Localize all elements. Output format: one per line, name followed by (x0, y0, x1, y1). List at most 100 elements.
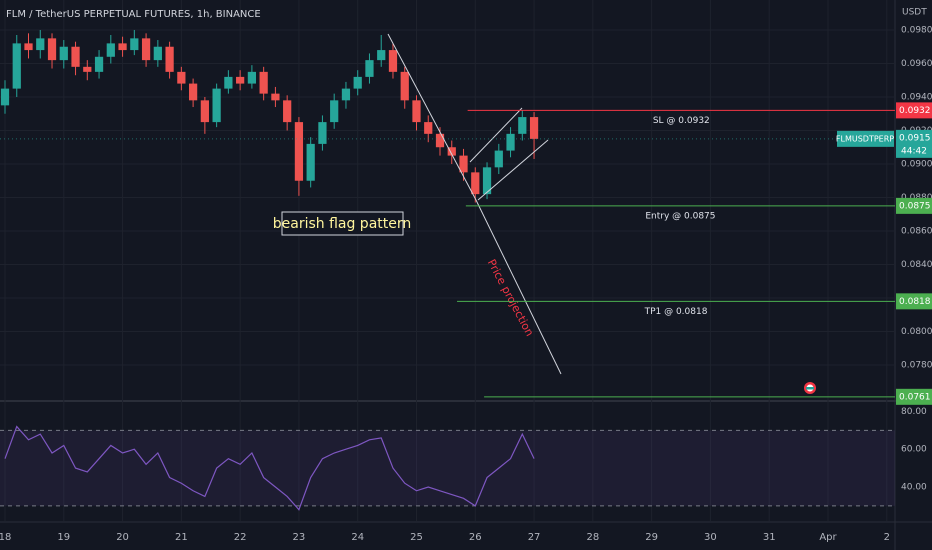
candle-body (365, 60, 374, 77)
annotation-box (281, 211, 404, 236)
x-tick-label: 23 (293, 532, 306, 543)
candle-body (130, 38, 139, 51)
price-tag-label: 0.0915 (899, 133, 931, 143)
y-tick-label: 60.00 (901, 445, 927, 455)
candle-body (388, 50, 398, 72)
x-tick-label: 31 (763, 532, 776, 543)
candle-body (283, 100, 292, 123)
candle-body (153, 46, 162, 61)
candle-body (377, 50, 386, 61)
flag-lower (477, 139, 549, 201)
candle-body (59, 46, 68, 61)
candle-body (400, 71, 409, 101)
y-tick-label: 0.0980 (901, 25, 932, 35)
x-tick-label: 22 (234, 532, 247, 543)
x-tick-label: 28 (586, 532, 599, 543)
y-tick-label: 0.0860 (901, 226, 932, 236)
candle-body (506, 133, 515, 151)
annotation: bearish flag pattern (273, 216, 412, 232)
candle-body (494, 150, 503, 168)
symbol-label: FLMUSDTPERP (836, 134, 894, 143)
candle-body (94, 56, 104, 72)
drawings (387, 33, 562, 375)
candle-body (412, 100, 421, 123)
x-tick-label: 21 (175, 532, 188, 543)
axis-unit: USDT (902, 8, 927, 18)
candle-body (482, 167, 492, 195)
marks (0, 29, 895, 511)
x-tick-label: 2 (884, 532, 890, 543)
price-tag-label: 0.0818 (899, 297, 931, 307)
x-tick-label: 29 (645, 532, 658, 543)
price-tag (896, 388, 932, 405)
price-tag-label: 0.0875 (899, 201, 931, 211)
candle-body (529, 117, 539, 139)
x-tick-label: 25 (410, 532, 423, 543)
candle-body (177, 71, 186, 84)
candle-body (12, 43, 21, 89)
candle-body (71, 46, 80, 67)
candle-body (212, 88, 221, 123)
y-tick-label: 0.0780 (901, 360, 932, 370)
candle-body (83, 66, 92, 72)
x-tick-label: 20 (116, 532, 129, 543)
y-tick-label: 0.0900 (901, 159, 932, 169)
candle-body (341, 88, 351, 101)
rsi-line (4, 425, 535, 511)
level-label: Entry @ 0.0875 (645, 211, 715, 221)
candle-body (165, 46, 174, 72)
candle-body (247, 71, 257, 84)
price-tag-label: 0.0761 (899, 392, 931, 402)
countdown-label: 44:42 (901, 146, 927, 156)
candle-body (188, 83, 198, 101)
flag-upper (469, 107, 523, 163)
candle-body (353, 76, 362, 89)
x-tick-label: 18 (0, 532, 11, 543)
x-tick-label: 24 (351, 532, 364, 543)
candle-body (459, 155, 468, 173)
candle-body (224, 76, 233, 89)
x-tick-label: 27 (528, 532, 541, 543)
x-tick-label: 26 (469, 532, 482, 543)
candle-body (118, 43, 127, 51)
y-tick-label: 0.0800 (901, 327, 932, 337)
candle-body (447, 147, 456, 156)
candle-body (271, 93, 280, 101)
candle-body (47, 38, 57, 61)
price-tag (896, 197, 932, 214)
candle-body (0, 88, 10, 106)
x-tick-label: 19 (57, 532, 70, 543)
y-tick-label: 0.0960 (901, 59, 932, 69)
candle-body (471, 172, 480, 195)
candle-body (36, 38, 45, 51)
candle-body (200, 100, 209, 123)
y-tick-label: 80.00 (901, 407, 927, 417)
price-tag (896, 102, 932, 119)
candle-body (306, 143, 315, 181)
candle-body (106, 43, 115, 57)
candle-body (435, 133, 445, 148)
level-label: SL @ 0.0932 (653, 116, 710, 126)
candle-body (318, 122, 327, 144)
price-tag (896, 129, 932, 158)
y-tick-label: 0.0840 (901, 260, 932, 270)
price-tag (896, 293, 932, 310)
overlays: SL @ 0.0932 0.0932 Entry @ 0.0875 0.0875 TP1… (0, 102, 932, 405)
candle-body (330, 100, 339, 123)
y-tick-label: 40.00 (901, 483, 927, 493)
x-tick-label: 30 (704, 532, 717, 543)
candle-body (424, 122, 433, 134)
projection-line (475, 199, 562, 375)
candle-body (141, 38, 151, 61)
y-tick-label: 0.0940 (901, 92, 932, 102)
candle-body (236, 76, 245, 84)
rsi-band (0, 430, 895, 506)
candle-body (294, 122, 304, 181)
price-tag-label: 0.0932 (899, 106, 931, 116)
candle-body (518, 117, 527, 134)
x-tick-label: Apr (819, 532, 837, 543)
candle-body (24, 43, 33, 51)
